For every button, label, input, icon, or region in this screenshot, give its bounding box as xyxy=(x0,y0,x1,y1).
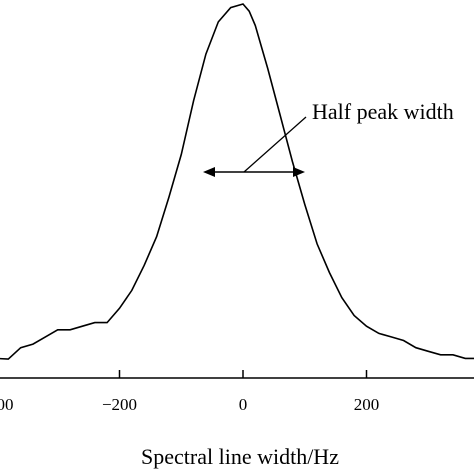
spectral-curve xyxy=(0,3,474,360)
arrowhead-right xyxy=(293,167,305,177)
annotation-leader xyxy=(243,116,307,173)
annotation-label: Half peak width xyxy=(312,99,454,124)
x-tick-label: −200 xyxy=(102,395,137,414)
x-axis-title: Spectral line width/Hz xyxy=(141,444,339,469)
x-tick-label: 0 xyxy=(239,395,248,414)
half-peak-annotation: Half peak width xyxy=(203,99,454,177)
x-ticks xyxy=(118,370,368,378)
x-tick-labels: −400−2000200400 xyxy=(0,395,380,414)
x-tick-label: −400 xyxy=(0,395,14,414)
x-tick-label: 200 xyxy=(354,395,380,414)
arrowhead-left xyxy=(203,167,215,177)
